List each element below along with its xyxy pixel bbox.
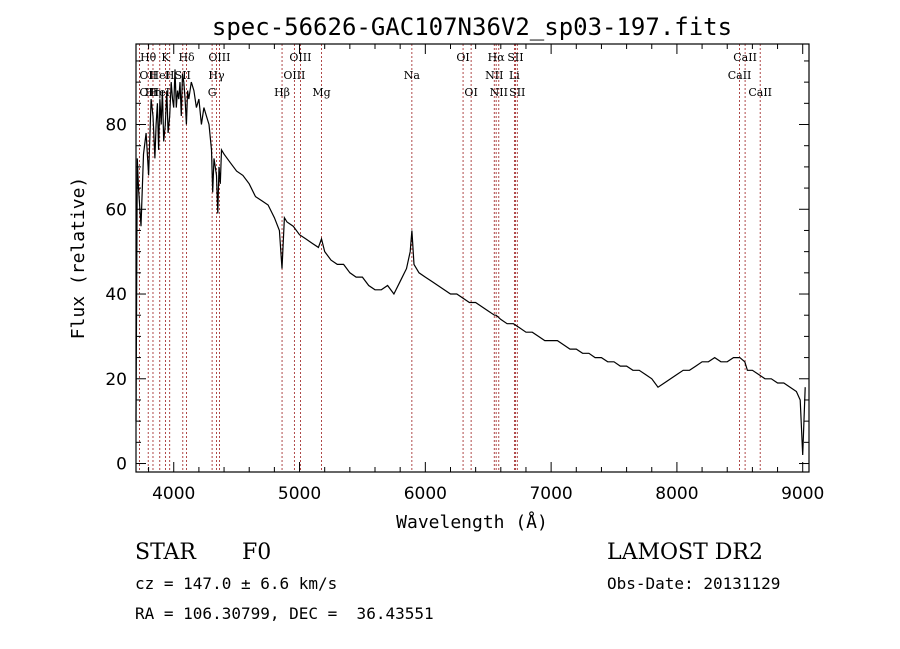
line-label: Li [509,69,520,82]
line-label: NII [490,86,508,99]
line-label: HeI [150,86,170,99]
line-label: OIII [208,51,230,64]
line-label: OII [139,86,157,99]
line-label: NII [485,69,503,82]
line-label: OII [139,69,157,82]
line-label: CaII [748,86,772,99]
line-label: SII [509,86,525,99]
observation-date: Obs-Date: 20131129 [607,574,781,593]
line-label: Hθ [140,51,157,64]
y-tick-label: 20 [105,370,127,390]
flux-series [135,69,806,456]
line-label: Hδ [178,51,195,64]
line-label: HeI [150,69,170,82]
line-label: H [165,69,175,82]
y-tick-label: 40 [105,285,127,305]
chart-title: spec-56626-GAC107N36V2_sp03-197.fits [212,13,732,41]
x-tick-label: 8000 [655,484,698,504]
line-label: Hη [145,86,161,99]
line-label: CaII [728,69,752,82]
x-axis-label: Wavelength (Å) [396,511,548,533]
line-label: Na [404,69,421,82]
axis-ticks: 4000 5000 6000 7000 8000 9000 0 20 40 60 80 [105,44,824,504]
x-tick-label: 4000 [152,484,195,504]
object-subclass: F0 [242,540,272,565]
coordinates: RA = 106.30799, DEC = 36.43551 [135,604,434,623]
object-class: STAR [135,540,196,565]
redshift-value: cz = 147.0 ± 6.6 km/s [135,574,338,593]
x-tick-label: 9000 [781,484,824,504]
x-tick-label: 6000 [404,484,447,504]
x-tick-label: 7000 [529,484,572,504]
line-label: OIII [283,69,305,82]
line-label: Hβ [274,86,290,99]
plot-frame [135,43,810,473]
x-tick-label: 5000 [278,484,321,504]
line-label: CaII [733,51,757,64]
line-label: OIII [289,51,311,64]
line-label: K [161,51,170,64]
line-label: SII [507,51,523,64]
line-label: Hα [488,51,506,64]
y-tick-label: 0 [116,455,127,475]
line-label: G [208,86,217,99]
y-tick-label: 60 [105,200,127,220]
line-label: OI [464,86,477,99]
line-label: OI [456,51,469,64]
survey-release: LAMOST DR2 [607,540,763,565]
y-axis-label: Flux (relative) [68,177,89,340]
line-label: Mg [312,86,330,99]
line-label: Hγ [208,69,225,82]
y-tick-label: 80 [105,116,127,136]
spectral-line-markers [138,44,761,472]
